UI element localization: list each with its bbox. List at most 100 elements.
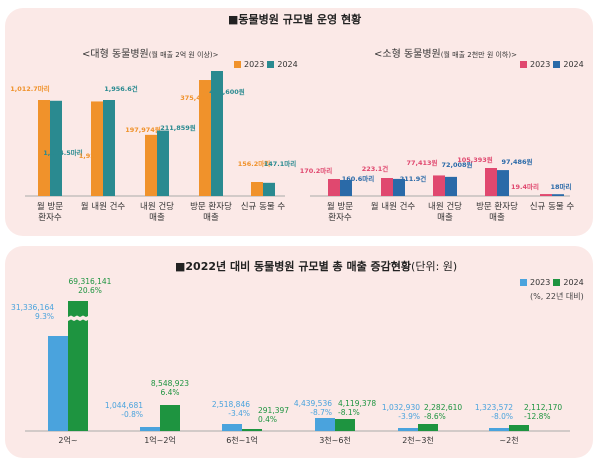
category-label-4: 2천~3천: [402, 435, 434, 445]
large-hospital-legend: 2023 2024: [234, 60, 298, 69]
category-label-3: 방문 환자당: [476, 201, 518, 212]
legend-swatch-2023: [234, 61, 241, 68]
pct-label-2024-5: -12.8%: [524, 412, 551, 421]
data-label-2023-0: 1,012.7마리: [10, 84, 50, 93]
category-label-2: 매출: [437, 212, 453, 223]
bar-2024-0: [68, 301, 88, 431]
value-label-2023-5: 1,323,572: [475, 403, 513, 412]
pct-label-2023-3: -8.7%: [310, 408, 332, 417]
pct-label-2024-2: 0.4%: [258, 415, 277, 424]
bar-2023-0: [38, 100, 50, 196]
sales-change-legend-note: (%, 22년 대비): [530, 292, 584, 301]
large-hospital-title-main: <대형 동물병원: [82, 49, 149, 60]
data-label-2024-0: 160.6마리: [342, 174, 375, 183]
bar-2023-5: [489, 428, 509, 431]
bar-2024-3: [211, 71, 223, 196]
bar-2024-1: [393, 178, 405, 196]
pct-label-2024-4: -8.6%: [424, 412, 446, 421]
legend-label-2024: 2024: [277, 60, 298, 69]
category-label-1: 1억~2억: [144, 435, 176, 445]
bar-2023-1: [91, 101, 103, 196]
bar-2024-4: [418, 424, 438, 431]
bar-2024-3: [335, 419, 355, 431]
value-label-2023-4: 1,032,930: [382, 403, 420, 412]
sales-change-unit: (단위: 원): [411, 260, 458, 273]
small-hospital-legend: 2023 2024: [520, 60, 584, 69]
legend-label-2023: 2023: [530, 278, 551, 287]
legend-swatch-2023: [520, 61, 527, 68]
legend-swatch-2024: [267, 61, 275, 68]
bar-2024-0: [50, 100, 62, 196]
legend-swatch-2023: [520, 279, 527, 286]
category-label-0: 환자수: [38, 212, 62, 223]
bar-2024-4: [263, 182, 275, 196]
bar-2024-1: [103, 100, 115, 196]
data-label-2024-1: 1,956.6건: [104, 84, 138, 93]
axis-break-mark: [68, 315, 88, 321]
category-label-2: 6천~1억: [226, 435, 258, 445]
bar-2023-4: [251, 182, 263, 196]
bar-2023-0: [328, 179, 340, 196]
value-label-2024-0: 69,316,141: [69, 277, 112, 286]
data-label-2023-2: 77,413원: [406, 158, 437, 167]
bar-2023-3: [485, 168, 497, 196]
bar-2023-2: [222, 424, 242, 431]
category-label-1: 월 내원 건수: [81, 201, 126, 212]
category-label-2: 매출: [149, 212, 165, 223]
data-label-2023-3: 105,393원: [457, 155, 493, 164]
legend-label-2024: 2024: [563, 278, 584, 287]
bar-2023-2: [145, 134, 157, 196]
data-label-2024-1: 211.9건: [400, 174, 427, 183]
bar-2024-2: [242, 429, 262, 431]
legend-swatch-2024: [553, 279, 561, 286]
legend-label-2023: 2023: [530, 60, 551, 69]
value-label-2023-0: 31,336,164: [11, 303, 54, 312]
value-label-2024-1: 8,548,923: [151, 379, 189, 388]
data-label-2023-1: 1,927건: [79, 151, 106, 160]
bar-2023-2: [433, 175, 445, 196]
legend-swatch-2024: [553, 61, 561, 68]
value-label-2023-2: 2,518,846: [212, 400, 250, 409]
large-hospital-title: <대형 동물병원(월 매출 2억 원 이상)>: [82, 45, 219, 60]
data-label-2024-3: 404,600원: [209, 87, 245, 96]
data-label-2024-3: 97,486원: [501, 157, 532, 166]
data-label-2024-2: 211,859원: [160, 123, 196, 132]
bar-2023-1: [381, 178, 393, 196]
data-label-2023-4: 156.2마리: [238, 159, 271, 168]
pct-label-2024-3: -8.1%: [338, 408, 360, 417]
bar-2023-1: [140, 427, 160, 431]
data-label-2024-4: 18마리: [550, 182, 571, 191]
data-label-2024-0: 1,004.5마리: [43, 148, 83, 157]
pct-label-2023-4: -3.9%: [398, 412, 420, 421]
category-label-3: 3천~6천: [319, 435, 351, 445]
sales-change-panel: [5, 246, 593, 458]
category-label-4: 신규 동물 수: [530, 202, 575, 212]
value-label-2023-1: 1,044,681: [105, 401, 143, 410]
category-label-3: 방문 환자당: [190, 201, 232, 212]
pct-label-2023-1: -0.8%: [121, 410, 143, 419]
small-hospital-title: <소형 동물병원(월 매출 2천만 원 이하)>: [374, 45, 517, 60]
category-label-3: 매출: [203, 212, 219, 223]
sales-change-legend: 2023 2024: [520, 278, 584, 287]
value-label-2024-3: 4,119,378: [338, 399, 376, 408]
data-label-2023-3: 375,424원: [180, 93, 216, 102]
category-label-2: 내원 건당: [428, 201, 462, 212]
bar-2023-0: [48, 336, 68, 431]
data-label-2023-2: 197,974원: [125, 125, 161, 134]
legend-label-2024: 2024: [563, 60, 584, 69]
pct-label-2023-0: 9.3%: [35, 312, 54, 321]
small-hospital-title-sub: (월 매출 2천만 원 이하)>: [440, 51, 517, 59]
bar-2024-0: [340, 179, 352, 196]
category-label-0: 2억~: [58, 435, 77, 445]
category-label-3: 매출: [489, 212, 505, 223]
pct-label-2024-1: 6.4%: [160, 388, 179, 397]
pct-label-2023-5: -8.0%: [491, 412, 513, 421]
value-label-2024-2: 291,397: [258, 406, 289, 415]
bar-2023-4: [398, 428, 418, 431]
category-label-1: 월 내원 건수: [371, 201, 416, 212]
data-label-2023-0: 170.2마리: [300, 166, 333, 175]
data-label-2024-2: 72,008원: [441, 160, 472, 169]
data-label-2023-4: 19.4마리: [511, 182, 539, 191]
bar-2024-2: [157, 130, 169, 196]
